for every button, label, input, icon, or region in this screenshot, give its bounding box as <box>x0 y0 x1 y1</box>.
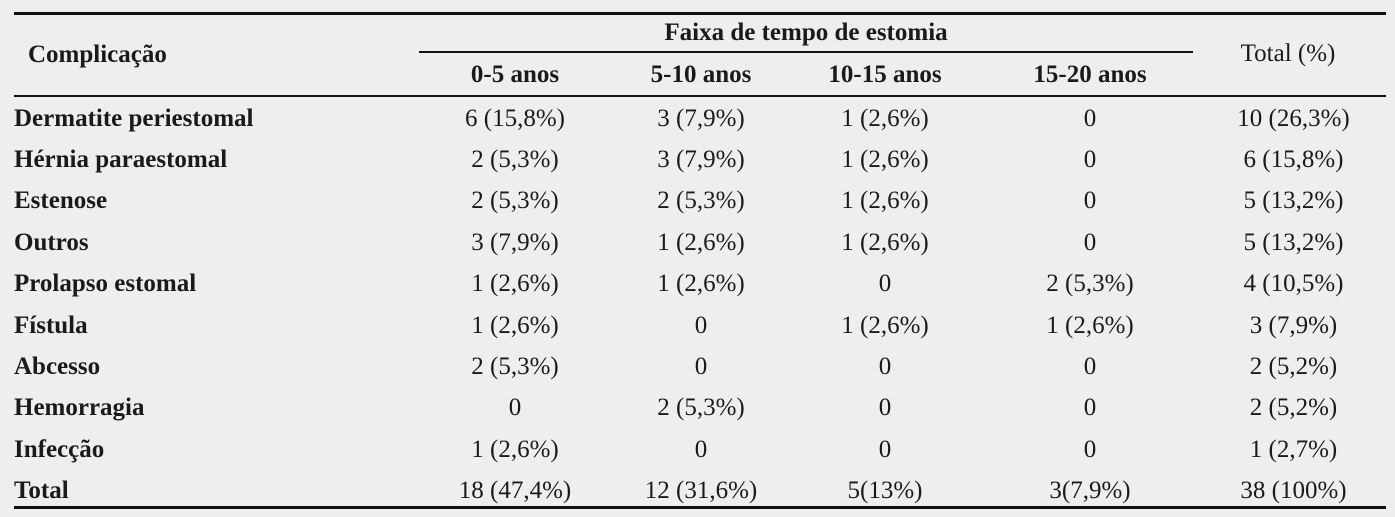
cell-15-20: 3(7,9%) <box>1049 477 1131 505</box>
cell-15-20: 0 <box>1083 353 1097 381</box>
cell-15-20: 0 <box>1083 394 1097 422</box>
cell-5-10: 2 (5,3%) <box>657 187 745 215</box>
table-row: Dermatite periestomal 6 (15,8%) 3 (7,9%) 1 … <box>14 98 1386 139</box>
cell-0-5: 2 (5,3%) <box>471 187 559 215</box>
cell-5-10: 2 (5,3%) <box>657 394 745 422</box>
row-label: Hemorragia <box>14 394 145 422</box>
cell-10-15: 1 (2,6%) <box>841 228 929 256</box>
row-label: Outros <box>14 228 89 256</box>
cell-total: 5 (13,2%) <box>1243 228 1344 256</box>
cell-15-20: 0 <box>1083 187 1097 215</box>
table-row: Abcesso 2 (5,3%) 0 0 0 2 (5,2%) <box>14 346 1386 387</box>
cell-0-5: 2 (5,3%) <box>471 353 559 381</box>
cell-total: 1 (2,7%) <box>1249 435 1338 463</box>
cell-15-20: 0 <box>1083 104 1097 132</box>
cell-15-20: 0 <box>1083 228 1097 256</box>
cell-total: 2 (5,2%) <box>1249 394 1338 422</box>
table-row: Outros 3 (7,9%) 1 (2,6%) 1 (2,6%) 0 5 (13,2%) <box>14 222 1386 263</box>
table-body: Dermatite periestomal 6 (15,8%) 3 (7,9%) 1 … <box>14 98 1386 512</box>
cell-5-10: 3 (7,9%) <box>657 104 745 132</box>
table-row: Hérnia paraestomal 2 (5,3%) 3 (7,9%) 1 (2,6… <box>14 139 1386 180</box>
cell-0-5: 0 <box>508 394 522 422</box>
cell-total: 5 (13,2%) <box>1243 187 1344 215</box>
row-label: Abcesso <box>14 353 101 381</box>
cell-0-5: 2 (5,3%) <box>471 146 559 174</box>
table-row: Total 18 (47,4%) 12 (31,6%) 5(13%) 3(7,9%) 38… <box>14 471 1386 512</box>
cell-total: 3 (7,9%) <box>1249 311 1338 339</box>
row-label: Prolapso estomal <box>14 270 197 298</box>
header-range-0-5: 0-5 anos <box>470 61 560 88</box>
table-bottom-rule <box>14 506 1386 509</box>
row-label: Hérnia paraestomal <box>14 146 228 174</box>
cell-total: 6 (15,8%) <box>1243 146 1344 174</box>
table-row: Fístula 1 (2,6%) 0 1 (2,6%) 1 (2,6%) 3 (7,9%) <box>14 305 1386 346</box>
cell-total: 4 (10,5%) <box>1243 270 1344 298</box>
cell-0-5: 1 (2,6%) <box>471 270 559 298</box>
cell-15-20: 0 <box>1083 435 1097 463</box>
cell-0-5: 6 (15,8%) <box>465 104 565 132</box>
cell-total: 38 (100%) <box>1240 477 1347 505</box>
row-label: Infecção <box>14 435 105 463</box>
complications-table: Complicação Faixa de tempo de estomia To… <box>14 12 1386 512</box>
cell-10-15: 1 (2,6%) <box>841 311 929 339</box>
cell-total: 2 (5,2%) <box>1249 353 1338 381</box>
cell-5-10: 3 (7,9%) <box>657 146 745 174</box>
cell-5-10: 0 <box>694 353 708 381</box>
cell-10-15: 0 <box>878 353 892 381</box>
header-total: Total (%) <box>1240 40 1336 67</box>
cell-0-5: 3 (7,9%) <box>471 228 559 256</box>
cell-10-15: 5(13%) <box>847 477 923 505</box>
cell-0-5: 1 (2,6%) <box>471 311 559 339</box>
cell-10-15: 0 <box>878 435 892 463</box>
row-label: Total <box>14 477 69 505</box>
cell-5-10: 0 <box>694 311 708 339</box>
header-time-range-group: Faixa de tempo de estomia <box>664 19 948 46</box>
cell-10-15: 0 <box>878 270 892 298</box>
cell-10-15: 1 (2,6%) <box>841 104 929 132</box>
row-label: Fístula <box>14 311 88 339</box>
cell-0-5: 18 (47,4%) <box>458 477 572 505</box>
header-range-15-20: 15-20 anos <box>1033 61 1147 88</box>
table-row: Estenose 2 (5,3%) 2 (5,3%) 1 (2,6%) 0 5 (13,2… <box>14 181 1386 222</box>
cell-15-20: 1 (2,6%) <box>1046 311 1134 339</box>
cell-0-5: 1 (2,6%) <box>471 435 559 463</box>
cell-total: 10 (26,3%) <box>1237 104 1350 132</box>
header-range-5-10: 5-10 anos <box>650 61 752 88</box>
header-bottom-rule <box>14 95 1386 97</box>
cell-10-15: 0 <box>878 394 892 422</box>
cell-15-20: 0 <box>1083 146 1097 174</box>
cell-5-10: 12 (31,6%) <box>644 477 758 505</box>
table-top-rule <box>14 12 1386 15</box>
header-complication: Complicação <box>28 41 167 68</box>
cell-15-20: 2 (5,3%) <box>1046 270 1134 298</box>
table-row: Hemorragia 0 2 (5,3%) 0 0 2 (5,2%) <box>14 388 1386 429</box>
row-label: Estenose <box>14 187 108 215</box>
cell-5-10: 0 <box>694 435 708 463</box>
cell-10-15: 1 (2,6%) <box>841 187 929 215</box>
cell-10-15: 1 (2,6%) <box>841 146 929 174</box>
cell-5-10: 1 (2,6%) <box>657 270 745 298</box>
cell-5-10: 1 (2,6%) <box>657 228 745 256</box>
header-span-rule <box>419 51 1193 53</box>
row-label: Dermatite periestomal <box>14 104 254 132</box>
header-range-10-15: 10-15 anos <box>828 61 942 88</box>
table-row: Infecção 1 (2,6%) 0 0 0 1 (2,7%) <box>14 429 1386 470</box>
table-row: Prolapso estomal 1 (2,6%) 1 (2,6%) 0 2 (5,3%… <box>14 264 1386 305</box>
